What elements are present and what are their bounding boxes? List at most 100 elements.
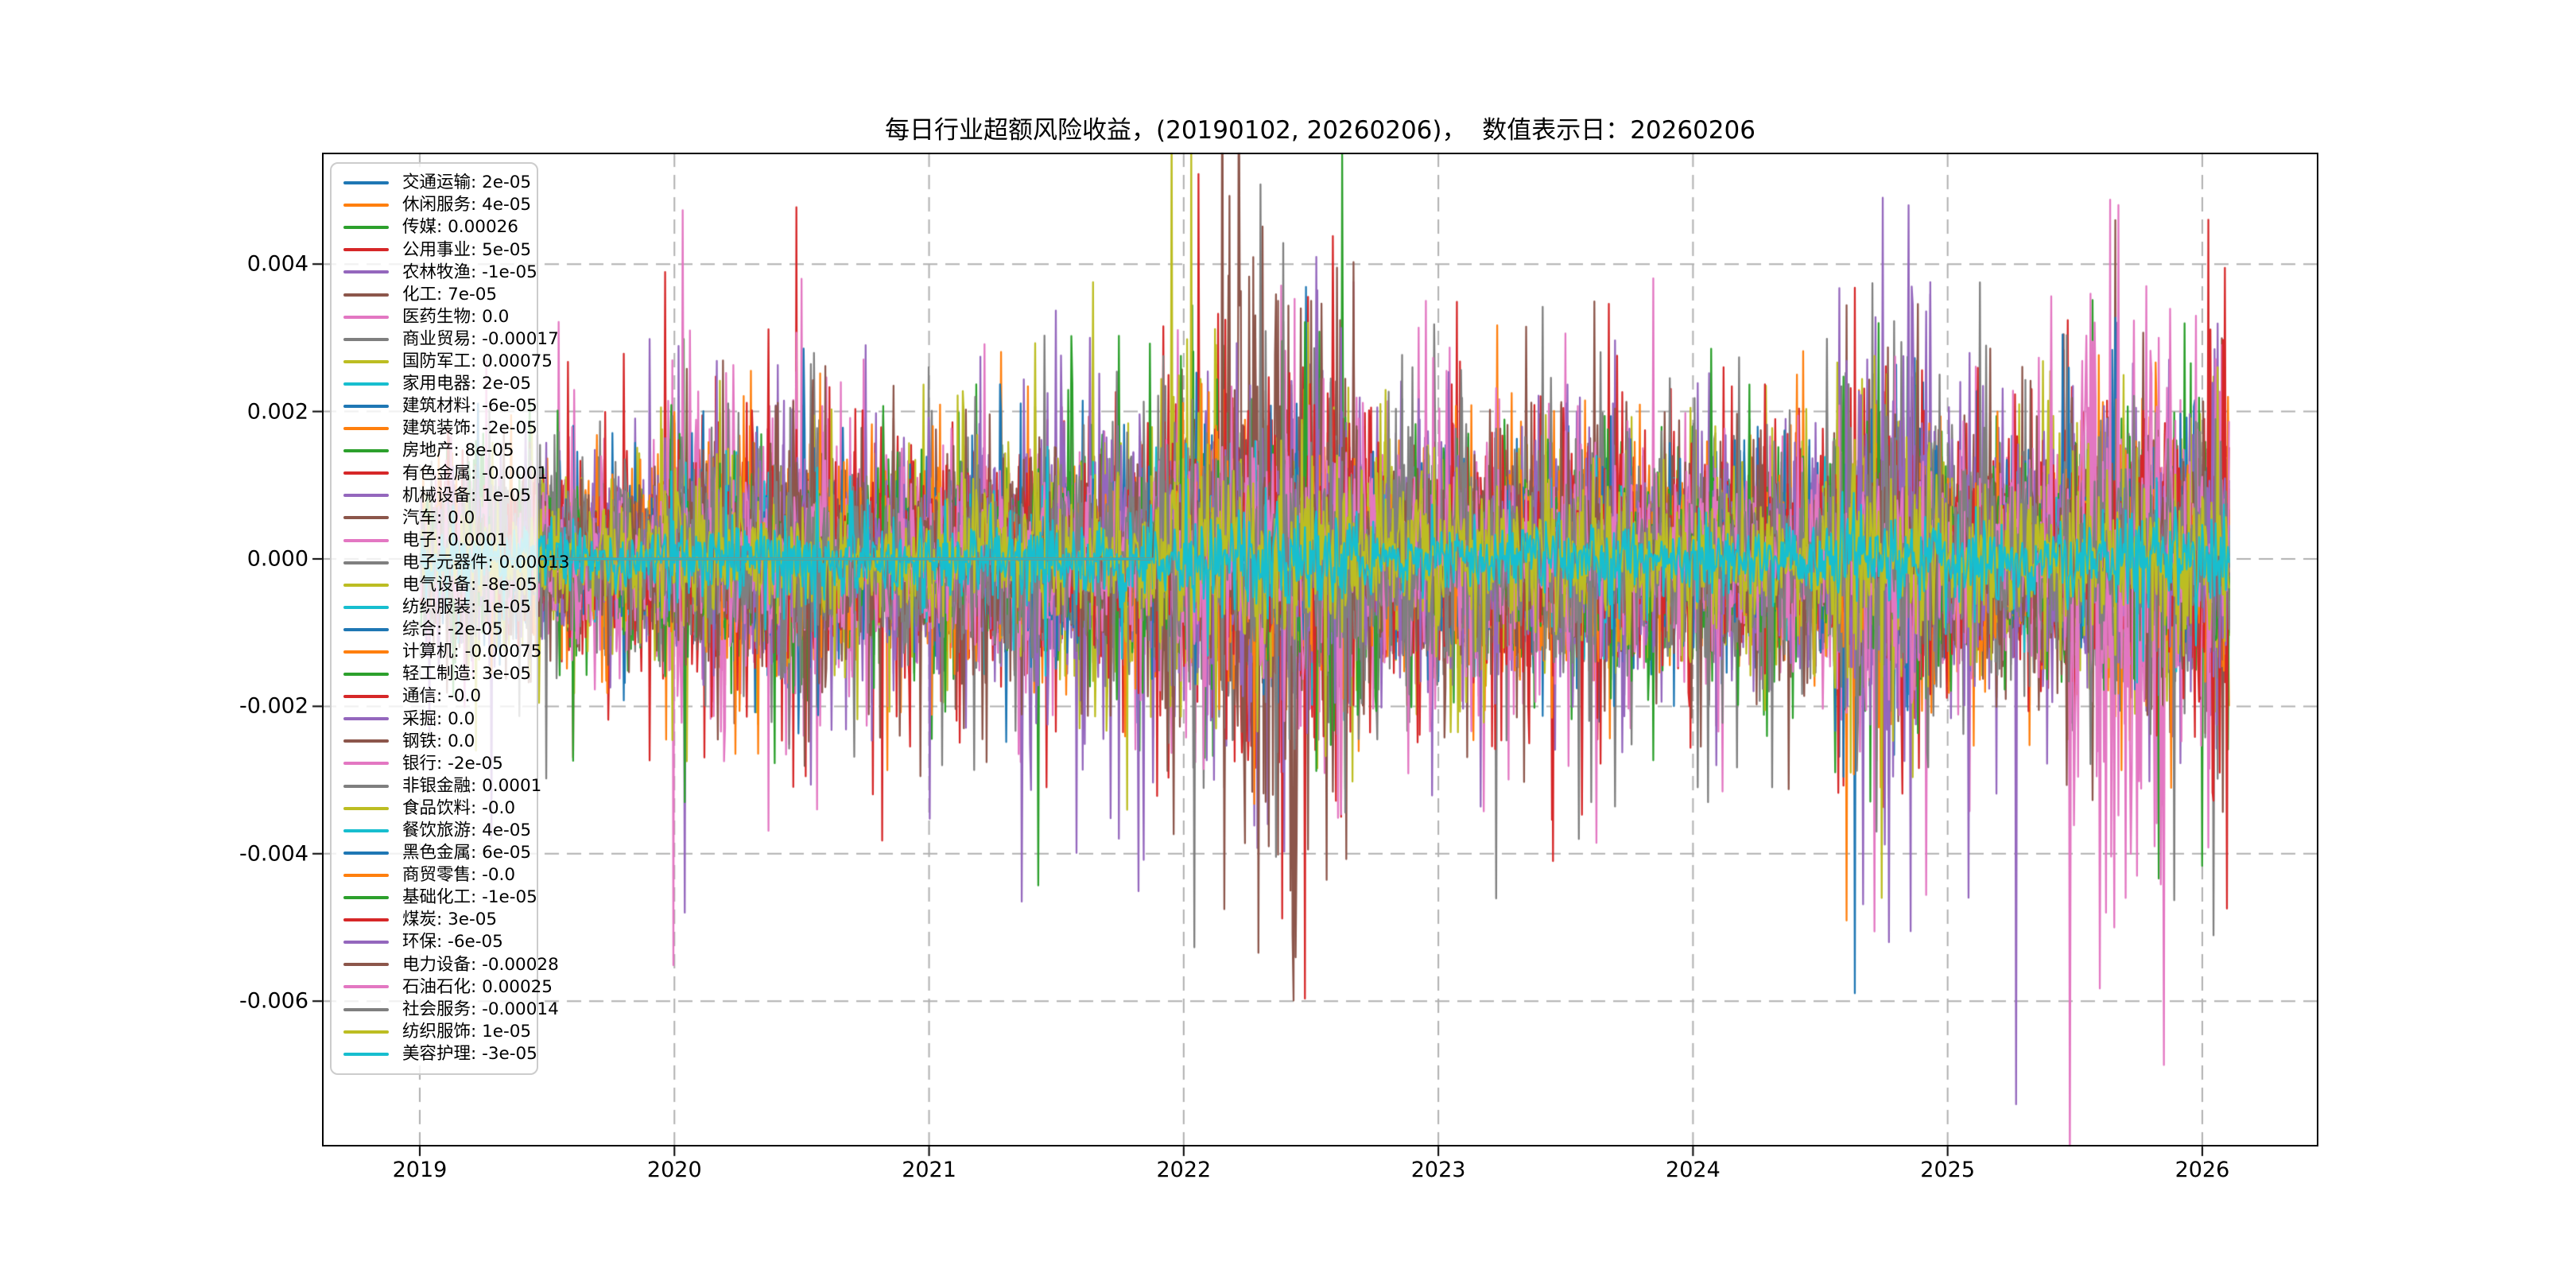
y-tick-label: 0.002 <box>246 399 308 425</box>
legend-color-line-icon <box>343 873 389 877</box>
legend-item-label: 食品饮料: -0.0 <box>402 797 516 818</box>
legend-color-line-icon <box>343 583 389 587</box>
legend-item-label: 商业贸易: -0.00017 <box>402 328 559 349</box>
legend-color-line-icon <box>343 828 389 832</box>
legend-item-label: 建筑材料: -6e-05 <box>402 396 537 417</box>
legend-item: 银行: -2e-05 <box>332 752 532 774</box>
legend-item-label: 煤炭: 3e-05 <box>402 910 498 930</box>
x-tick-label: 2022 <box>1156 1158 1212 1182</box>
legend-item-label: 综合: -2e-05 <box>402 619 503 640</box>
legend-color-line-icon <box>343 538 389 542</box>
legend-item-label: 公用事业: 5e-05 <box>402 239 532 260</box>
legend-item-label: 环保: -6e-05 <box>402 932 503 952</box>
legend-item: 非银金融: 0.0001 <box>332 775 541 797</box>
legend-item-label: 国防军工: 0.00075 <box>402 351 553 372</box>
legend-color-line-icon <box>343 204 389 208</box>
legend-item-label: 房地产: 8e-05 <box>402 440 514 461</box>
legend-item: 基础化工: -1e-05 <box>332 886 537 909</box>
legend-color-line-icon <box>343 627 389 631</box>
legend-item: 建筑装饰: -2e-05 <box>332 417 537 440</box>
legend-item: 石油石化: 0.00025 <box>332 976 553 998</box>
y-tick-label: 0.004 <box>246 251 308 277</box>
legend-color-line-icon <box>343 963 389 967</box>
legend-item-label: 商贸零售: -0.0 <box>402 865 516 886</box>
legend-color-line-icon <box>343 449 389 453</box>
legend-color-line-icon <box>343 561 389 564</box>
legend-item: 纺织服饰: 1e-05 <box>332 1021 532 1043</box>
legend-color-line-icon <box>343 471 389 475</box>
legend-color-line-icon <box>343 695 389 699</box>
legend-item: 农林牧渔: -1e-05 <box>332 261 537 283</box>
legend-item: 商贸零售: -0.0 <box>332 864 532 886</box>
legend-color-line-icon <box>343 739 389 743</box>
legend-item-label: 休闲服务: 4e-05 <box>402 195 532 215</box>
x-tick-label: 2019 <box>392 1158 448 1182</box>
legend-item-label: 传媒: 0.00026 <box>402 217 518 238</box>
legend-color-line-icon <box>343 650 389 654</box>
legend-item: 计算机: -0.00075 <box>332 641 541 663</box>
legend-item: 电子: 0.0001 <box>332 530 532 552</box>
legend-item: 电气设备: -8e-05 <box>332 574 537 596</box>
legend-item-label: 建筑装饰: -2e-05 <box>402 418 537 439</box>
legend-color-line-icon <box>343 382 389 386</box>
legend-item-label: 交通运输: 2e-05 <box>402 173 532 193</box>
legend-item-label: 计算机: -0.00075 <box>402 642 542 662</box>
legend-item: 美容护理: -3e-05 <box>332 1043 537 1065</box>
legend-item-label: 黑色金属: 6e-05 <box>402 843 532 863</box>
legend-item-label: 电气设备: -8e-05 <box>402 574 537 595</box>
legend-item: 煤炭: 3e-05 <box>332 909 532 931</box>
legend-item: 商业贸易: -0.00017 <box>332 328 559 351</box>
legend-item: 食品饮料: -0.0 <box>332 797 532 820</box>
chart-title: 每日行业超额风险收益，(20190102, 20260206)， 数值表示日：2… <box>885 116 1755 145</box>
legend-color-line-icon <box>343 918 389 922</box>
legend-color-line-icon <box>343 985 389 989</box>
legend-item-label: 钢铁: 0.0 <box>402 731 475 751</box>
legend-item-label: 化工: 7e-05 <box>402 284 498 305</box>
legend-color-line-icon <box>343 673 389 677</box>
legend-color-line-icon <box>343 896 389 900</box>
legend-item: 国防军工: 0.00075 <box>332 351 553 373</box>
legend-color-line-icon <box>343 293 389 297</box>
legend-item-label: 餐饮旅游: 4e-05 <box>402 821 532 841</box>
legend-item-label: 银行: -2e-05 <box>402 753 503 774</box>
legend-item: 环保: -6e-05 <box>332 931 532 953</box>
x-tick-label: 2026 <box>2174 1158 2230 1182</box>
legend: 交通运输: 2e-05 休闲服务: 4e-05 传媒: 0.00026 公用事业… <box>330 162 570 1075</box>
legend-item-label: 医药生物: 0.0 <box>402 306 510 327</box>
legend-color-line-icon <box>343 226 389 230</box>
legend-item: 家用电器: 2e-05 <box>332 373 532 395</box>
legend-color-line-icon <box>343 941 389 945</box>
legend-item-label: 有色金属: -0.0001 <box>402 463 549 483</box>
legend-item-label: 家用电器: 2e-05 <box>402 374 532 394</box>
x-tick-label: 2025 <box>1920 1158 1976 1182</box>
x-tick-label: 2024 <box>1666 1158 1721 1182</box>
y-tick-label: -0.004 <box>239 841 308 867</box>
legend-item: 传媒: 0.00026 <box>332 216 532 239</box>
legend-color-line-icon <box>343 427 389 431</box>
legend-color-line-icon <box>343 359 389 363</box>
legend-color-line-icon <box>343 315 389 319</box>
legend-color-line-icon <box>343 1030 389 1034</box>
legend-item: 通信: -0.0 <box>332 685 532 708</box>
legend-item: 医药生物: 0.0 <box>332 306 532 328</box>
legend-item: 汽车: 0.0 <box>332 506 532 529</box>
legend-item-label: 机械设备: 1e-05 <box>402 485 532 506</box>
legend-item: 机械设备: 1e-05 <box>332 484 532 506</box>
legend-item-label: 纺织服饰: 1e-05 <box>402 1021 532 1042</box>
legend-item-label: 汽车: 0.0 <box>402 507 475 528</box>
legend-color-line-icon <box>343 762 389 766</box>
legend-item-label: 社会服务: -0.00014 <box>402 999 559 1019</box>
x-tick-label: 2023 <box>1410 1158 1466 1182</box>
legend-item-label: 农林牧渔: -1e-05 <box>402 262 537 282</box>
legend-item: 综合: -2e-05 <box>332 619 532 641</box>
legend-color-line-icon <box>343 1007 389 1011</box>
legend-item: 建筑材料: -6e-05 <box>332 395 537 417</box>
legend-item: 纺织服装: 1e-05 <box>332 596 532 619</box>
legend-item: 轻工制造: 3e-05 <box>332 663 532 685</box>
legend-color-line-icon <box>343 181 389 185</box>
legend-item: 休闲服务: 4e-05 <box>332 194 532 216</box>
legend-item: 化工: 7e-05 <box>332 283 532 305</box>
legend-item-label: 轻工制造: 3e-05 <box>402 664 532 685</box>
legend-item-label: 电力设备: -0.00028 <box>402 954 559 975</box>
